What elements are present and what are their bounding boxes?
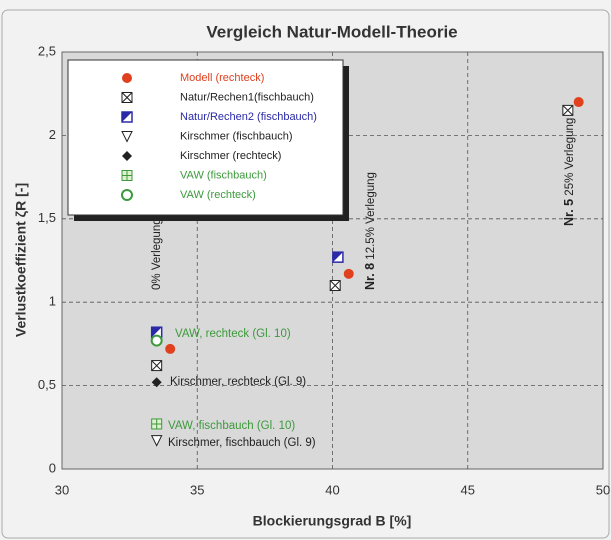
marker-shape bbox=[121, 92, 133, 103]
marker-shape bbox=[573, 97, 584, 108]
annotation-bold: Nr. 8 bbox=[363, 263, 377, 290]
data-point bbox=[562, 104, 574, 116]
legend-marker bbox=[122, 73, 132, 83]
chart-title: Vergleich Natur-Modell-Theorie bbox=[206, 22, 457, 41]
annotation-text: 12.5% Verlegung bbox=[365, 172, 377, 260]
marker-shape bbox=[332, 252, 343, 263]
data-point bbox=[343, 268, 354, 279]
y-tick-label: 2,5 bbox=[38, 43, 56, 58]
marker-shape bbox=[121, 131, 133, 143]
y-tick-label: 0,5 bbox=[38, 377, 56, 392]
annotation: VAW, fischbauch (Gl. 10) bbox=[168, 420, 295, 432]
legend-marker bbox=[121, 131, 133, 143]
marker-shape bbox=[122, 73, 132, 83]
marker-shape bbox=[562, 105, 574, 116]
legend-marker bbox=[121, 189, 133, 201]
legend-marker bbox=[121, 111, 133, 123]
data-point bbox=[151, 360, 163, 372]
legend-label: Natur/Rechen2 (fischbauch) bbox=[180, 111, 317, 123]
legend-marker bbox=[122, 151, 132, 161]
marker-shape bbox=[165, 343, 176, 354]
x-tick-label: 40 bbox=[325, 482, 339, 497]
data-point bbox=[332, 251, 344, 263]
marker-shape bbox=[329, 280, 341, 291]
annotation-text: 25% Verlegung bbox=[564, 118, 576, 196]
marker-shape bbox=[343, 268, 354, 279]
x-axis-label: Blockierungsgrad B [%] bbox=[253, 513, 412, 529]
frame bbox=[1, 9, 610, 539]
y-tick-label: 1,5 bbox=[38, 210, 56, 225]
data-point bbox=[151, 418, 163, 430]
annotation-text: Kirschmer, fischbauch (Gl. 9) bbox=[168, 437, 316, 449]
marker-shape bbox=[151, 327, 162, 338]
annotation: Nr. 8 12.5% Verlegung bbox=[363, 172, 377, 290]
annotation: Nr. 5 25% Verlegung bbox=[562, 118, 576, 226]
legend-label: Kirschmer (rechteck) bbox=[180, 150, 281, 162]
marker-shape bbox=[150, 435, 163, 447]
legend-label: Kirschmer (fischbauch) bbox=[180, 130, 292, 142]
annotation: Kirschmer, rechteck (Gl. 9) bbox=[170, 376, 306, 388]
legend-label: VAW (fischbauch) bbox=[180, 169, 267, 181]
annotation: 0% Verlegung bbox=[151, 218, 163, 290]
annotation-text: Kirschmer, rechteck (Gl. 9) bbox=[170, 376, 306, 388]
marker-shape bbox=[151, 377, 162, 388]
legend-marker bbox=[121, 170, 133, 181]
annotation-text: VAW, fischbauch (Gl. 10) bbox=[168, 420, 295, 432]
data-point bbox=[329, 280, 341, 292]
annotation-text: 0% Verlegung bbox=[151, 218, 163, 290]
marker-shape bbox=[150, 334, 163, 347]
x-tick-label: 50 bbox=[596, 482, 610, 497]
annotation: VAW, rechteck (Gl. 10) bbox=[175, 328, 291, 340]
legend-label: Modell (rechteck) bbox=[180, 72, 264, 84]
y-tick-label: 0 bbox=[49, 460, 56, 475]
data-point bbox=[165, 343, 176, 354]
x-tick-label: 30 bbox=[55, 482, 69, 497]
data-point bbox=[151, 377, 162, 388]
y-axis-label: Verlustkoeffizient ζR [-] bbox=[13, 183, 29, 337]
legend-label: VAW (rechteck) bbox=[180, 189, 256, 201]
legend bbox=[67, 59, 344, 216]
y-tick-label: 1 bbox=[49, 294, 56, 309]
x-tick-label: 35 bbox=[190, 482, 204, 497]
data-point bbox=[573, 97, 584, 108]
marker-shape bbox=[121, 189, 133, 201]
y-tick-label: 2 bbox=[49, 127, 56, 142]
annotation: Kirschmer, fischbauch (Gl. 9) bbox=[168, 437, 316, 449]
marker-shape bbox=[122, 170, 132, 181]
legend-marker bbox=[121, 92, 133, 103]
x-tick-label: 45 bbox=[461, 482, 475, 497]
data-point bbox=[150, 435, 163, 447]
marker-shape bbox=[151, 418, 162, 429]
marker-shape bbox=[122, 151, 132, 161]
marker-shape bbox=[122, 112, 132, 122]
marker-shape bbox=[151, 360, 163, 371]
data-point bbox=[150, 334, 163, 347]
annotation-text: VAW, rechteck (Gl. 10) bbox=[175, 328, 291, 340]
annotation-bold: Nr. 5 bbox=[562, 199, 576, 226]
legend-label: Natur/Rechen1(fischbauch) bbox=[180, 91, 314, 103]
